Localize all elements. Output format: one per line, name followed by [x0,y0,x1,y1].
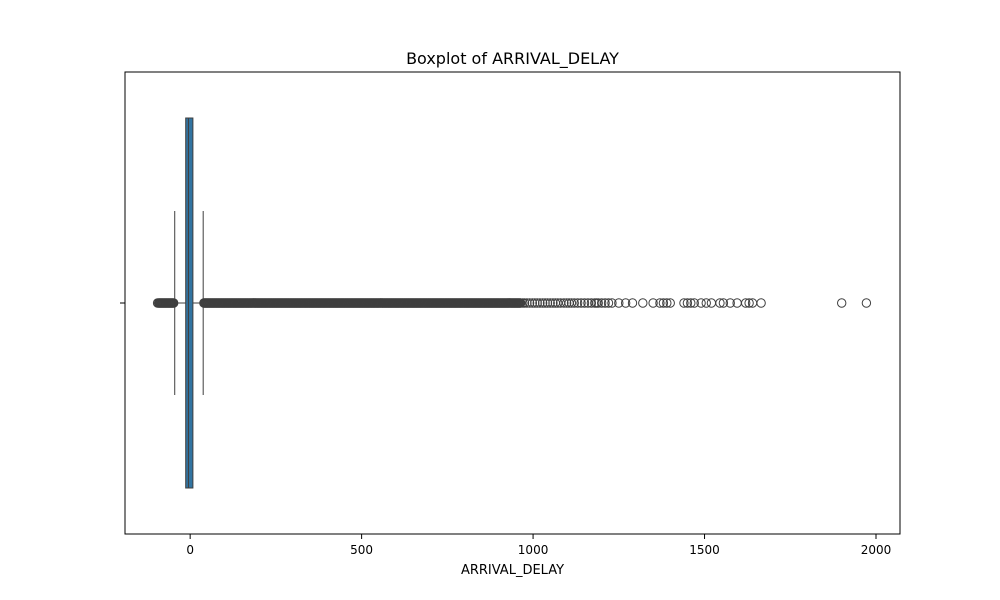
outlier-point-high [620,298,631,308]
x-axis-ticks: 0 500 1000 1500 2000 [186,534,891,557]
x-tick-label: 1000 [518,543,549,557]
outlier-point-high [740,298,751,308]
outlier-point-high [586,298,597,308]
outlier-point-high [519,298,530,308]
outlier-point-high [689,298,699,308]
x-tick-label: 2000 [861,543,892,557]
plot-marks [152,117,872,489]
outlier-point-high [658,298,669,308]
outlier-point-high [627,298,638,308]
outlier-point-high [530,298,540,308]
outlier-point-high [603,298,614,308]
outlier-point-high [686,298,696,308]
x-tick-label: 1500 [689,543,720,557]
outlier-point-high [561,298,572,308]
outlier-point-high [569,298,579,308]
outlier-point-low [168,298,179,308]
outlier-point-high [542,298,553,308]
outlier-point-high [706,298,717,308]
outlier-point-high [607,298,617,308]
outlier-point-high [655,298,665,308]
outlier-point-high [648,298,658,308]
outlier-point-high [665,298,675,308]
outlier-point-high [545,298,555,308]
outlier-point-high [579,298,590,308]
outlier-point-high [861,298,872,308]
outlier-point-high [593,298,603,308]
outlier-point-high [553,298,563,308]
outlier-point-high [718,298,729,308]
outlier-point-high [725,298,735,308]
outlier-point-high [524,298,535,308]
outlier-point-high [548,298,558,308]
x-axis-label: ARRIVAL_DELAY [461,563,564,578]
outlier-point-high [572,298,583,308]
outlier-point-high [679,298,689,308]
outlier-point-high [756,298,766,308]
outlier-point-high [596,298,607,308]
outlier-point-high [532,298,542,308]
outlier-point-high [696,298,706,308]
chart-title: Boxplot of ARRIVAL_DELAY [406,49,619,69]
outlier-point-high [715,298,725,308]
outlier-point-high [537,298,548,308]
outlier-point-high [559,298,569,308]
outlier-point-high [744,298,754,308]
outlier-point-high [522,298,532,308]
outlier-point-high [527,298,538,308]
x-tick-label: 0 [186,543,194,557]
outlier-point-high [662,298,672,308]
outlier-point-high [600,298,610,308]
outlier-point-high [614,298,624,308]
x-tick-label: 500 [350,543,373,557]
outlier-point-high [540,298,550,308]
box-iqr [185,117,194,489]
outlier-point-high [837,298,847,308]
outlier-point-high [566,298,577,308]
outlier-point-high [638,298,648,308]
outlier-point-high [535,298,545,308]
outlier-point-high [701,298,711,308]
outlier-point-high [682,298,693,308]
outlier-point-high [576,298,586,308]
